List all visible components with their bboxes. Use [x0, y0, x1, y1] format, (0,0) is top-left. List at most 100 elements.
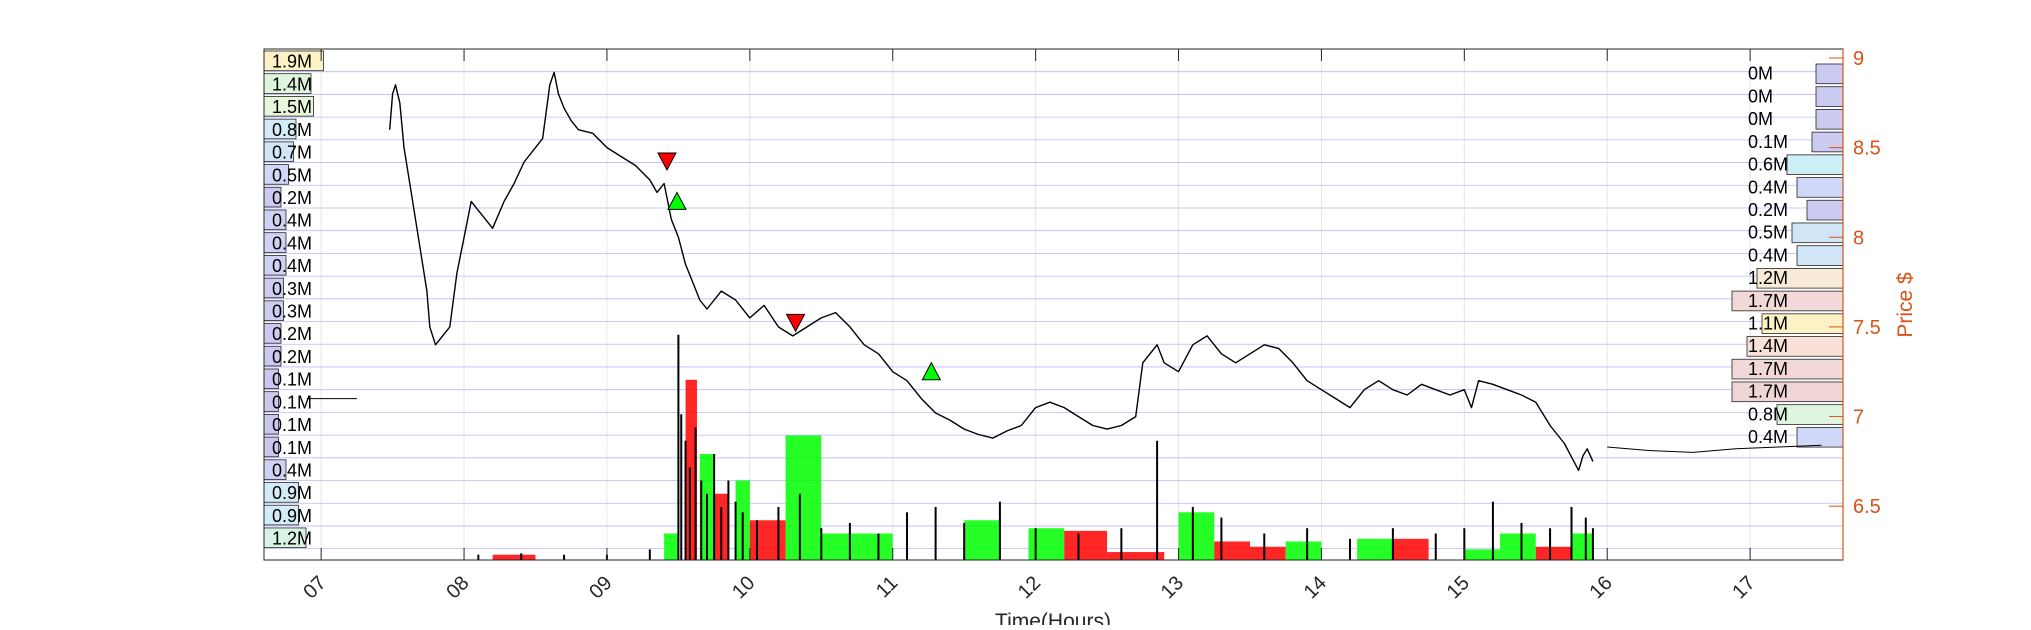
volume-spikes	[477, 334, 1594, 560]
activity-block-1	[664, 533, 679, 560]
left-profile-label-6: 0.2M	[272, 188, 312, 208]
left-profile-label-11: 0.3M	[272, 302, 312, 322]
left-profile-label-1: 1.4M	[272, 74, 312, 94]
activity-block-6	[749, 520, 786, 560]
left-profile-label-5: 0.5M	[272, 165, 312, 185]
y-tick-label-1: 7	[1853, 407, 1864, 429]
volume-profile-left: 1.9M1.4M1.5M0.8M0.7M0.5M0.2M0.4M0.4M0.4M…	[263, 50, 324, 549]
activity-block-9	[964, 520, 1000, 560]
right-profile-bar-3	[1811, 131, 1844, 153]
x-tick-label-7: 14	[1300, 572, 1331, 603]
activity-block-21	[1535, 546, 1572, 560]
activity-block-13	[1178, 512, 1215, 560]
right-profile-label-11: 1.1M	[1748, 314, 1788, 334]
right-profile-label-3: 0.1M	[1748, 132, 1788, 152]
right-profile-bar-8	[1796, 245, 1844, 266]
x-tick-label-1: 08	[442, 572, 473, 603]
left-profile-label-0: 1.9M	[272, 52, 312, 72]
left-profile-label-16: 0.1M	[272, 415, 312, 435]
activity-block-7	[785, 435, 822, 560]
right-profile-label-4: 0.6M	[1748, 155, 1788, 175]
activity-block-18	[1392, 538, 1429, 560]
activity-block-20	[1500, 533, 1536, 560]
volume-profile-right: 0M0M0M0.1M0.6M0.4M0.2M0.5M0.4M1.2M1.7M1.…	[1731, 63, 1844, 448]
left-profile-label-19: 0.9M	[272, 483, 312, 503]
right-profile-label-7: 0.5M	[1748, 223, 1788, 243]
sell-marker-1	[785, 313, 806, 333]
price-lines	[306, 71, 1822, 472]
trade-markers	[657, 152, 942, 381]
left-profile-label-14: 0.1M	[272, 370, 312, 390]
y-axis-right: 6.5 7 7.5 8 8.5 9	[1829, 48, 1881, 560]
left-profile-label-20: 0.9M	[272, 506, 312, 526]
right-profile-label-12: 1.4M	[1748, 336, 1788, 356]
x-axis-label: Time(Hours)	[995, 610, 1111, 625]
right-profile-bar-16	[1796, 426, 1844, 448]
activity-block-17	[1357, 538, 1393, 560]
activity-block-10	[1028, 528, 1065, 560]
y-tick-label-4: 8.5	[1853, 138, 1881, 160]
left-profile-label-2: 1.5M	[272, 97, 312, 117]
activity-block-11	[1064, 530, 1108, 560]
right-profile-label-9: 1.2M	[1748, 268, 1788, 288]
right-profile-label-0: 0M	[1748, 64, 1773, 84]
activity-block-22	[1571, 533, 1593, 560]
left-profile-label-15: 0.1M	[272, 392, 312, 412]
y-axis-label: Price $	[1894, 272, 1917, 338]
right-profile-bar-2	[1815, 109, 1844, 130]
x-tick-label-9: 16	[1585, 572, 1616, 603]
right-profile-bar-1	[1815, 86, 1844, 107]
buy-marker-1	[921, 361, 942, 381]
left-profile-label-8: 0.4M	[272, 233, 312, 253]
activity-block-2	[685, 379, 697, 560]
activity-block-14	[1214, 541, 1250, 560]
left-profile-label-9: 0.4M	[272, 256, 312, 276]
x-tick-label-2: 09	[585, 572, 616, 603]
right-profile-bar-7	[1791, 222, 1844, 244]
right-profile-label-1: 0M	[1748, 86, 1773, 106]
right-profile-bar-6	[1806, 199, 1844, 221]
price-band-lines	[264, 71, 1843, 550]
right-profile-label-10: 1.7M	[1748, 291, 1788, 311]
left-profile-label-18: 0.4M	[272, 461, 312, 481]
right-profile-label-5: 0.4M	[1748, 177, 1788, 197]
x-tick-label-5: 12	[1014, 572, 1045, 603]
left-profile-label-4: 0.7M	[272, 143, 312, 163]
right-profile-label-2: 0M	[1748, 109, 1773, 129]
sell-marker-0	[657, 152, 677, 172]
right-profile-label-16: 0.4M	[1748, 427, 1788, 447]
left-profile-label-7: 0.4M	[272, 211, 312, 231]
right-profile-label-14: 1.7M	[1748, 382, 1788, 402]
y-tick-label-0: 6.5	[1853, 496, 1881, 518]
activity-block-8	[821, 533, 893, 560]
x-tick-label-8: 15	[1443, 572, 1474, 603]
activity-block-12	[1107, 552, 1165, 560]
left-profile-label-21: 1.2M	[272, 529, 312, 549]
right-profile-label-13: 1.7M	[1748, 359, 1788, 379]
price-line	[389, 71, 1594, 472]
left-profile-label-10: 0.3M	[272, 279, 312, 299]
activity-block-16	[1285, 541, 1322, 560]
left-profile-label-12: 0.2M	[272, 324, 312, 344]
x-tick-label-4: 11	[872, 572, 902, 602]
right-profile-label-15: 0.8M	[1748, 404, 1788, 424]
x-tick-label-3: 10	[728, 572, 759, 603]
x-tick-label-0: 07	[299, 572, 330, 603]
right-profile-bar-0	[1815, 63, 1844, 85]
left-profile-label-17: 0.1M	[272, 438, 312, 458]
left-profile-label-3: 0.8M	[272, 120, 312, 140]
right-profile-bar-5	[1796, 177, 1844, 198]
right-profile-bar-4	[1786, 154, 1844, 175]
x-tick-label-6: 13	[1157, 572, 1188, 603]
y-tick-label-3: 8	[1853, 227, 1864, 249]
right-profile-label-6: 0.2M	[1748, 200, 1788, 220]
activity-block-19	[1464, 549, 1501, 560]
buy-marker-0	[667, 191, 687, 210]
activity-block-0	[492, 554, 536, 560]
grid-lines	[320, 49, 1751, 560]
right-profile-label-8: 0.4M	[1748, 245, 1788, 265]
x-tick-label-10: 17	[1728, 572, 1759, 603]
after-hours-price-line	[1607, 444, 1822, 453]
